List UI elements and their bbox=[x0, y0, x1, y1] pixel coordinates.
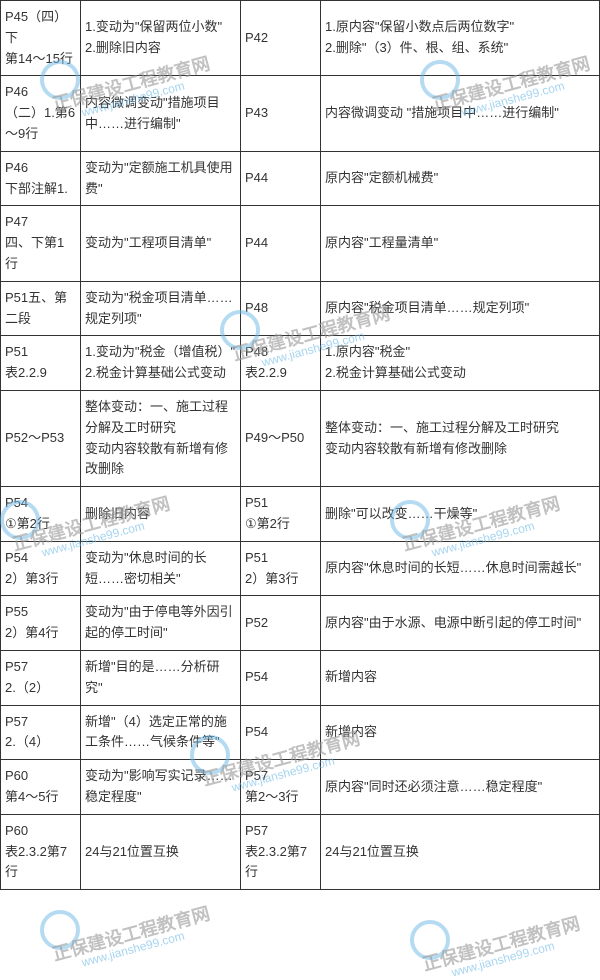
table-cell-col3: P51 ①第2行 bbox=[241, 487, 321, 542]
watermark-url: www.jianshe99.com bbox=[450, 939, 556, 980]
table-cell-col1: P57 2.（2） bbox=[1, 650, 81, 705]
table-row: P45（四）下 第14～15行1.变动为"保留两位小数" 2.删除旧内容P421… bbox=[1, 1, 600, 76]
table-cell-col4: 新增内容 bbox=[321, 650, 600, 705]
table-cell-col2: 变动为"影响写实记录……稳定程度" bbox=[81, 760, 241, 815]
watermark-text: 正保建设工程教育网 bbox=[419, 909, 582, 976]
table-cell-col2: 1.变动为"保留两位小数" 2.删除旧内容 bbox=[81, 1, 241, 76]
table-row: P60 第4～5行变动为"影响写实记录……稳定程度"P57 第2～3行原内容"同… bbox=[1, 760, 600, 815]
table-cell-col3: P54 bbox=[241, 650, 321, 705]
table-cell-col4: 1.原内容"税金" 2.税金计算基础公式变动 bbox=[321, 336, 600, 391]
table-cell-col4: 原内容"休息时间的长短……休息时间需越长" bbox=[321, 541, 600, 596]
table-cell-col2: 变动为"工程项目清单" bbox=[81, 206, 241, 281]
table-cell-col1: P54 ①第2行 bbox=[1, 487, 81, 542]
table-cell-col3: P52 bbox=[241, 596, 321, 651]
table-cell-col3: P57 第2～3行 bbox=[241, 760, 321, 815]
watermark-text: 正保建设工程教育网 bbox=[49, 899, 212, 966]
table-cell-col3: P57 表2.3.2第7行 bbox=[241, 814, 321, 889]
table-cell-col2: 删除旧内容 bbox=[81, 487, 241, 542]
table-cell-col2: 变动为"定额施工机具使用费" bbox=[81, 151, 241, 206]
table-cell-col1: P47 四、下第1行 bbox=[1, 206, 81, 281]
table-row: P51 表2.2.91.变动为"税金（增值税）" 2.税金计算基础公式变动P48… bbox=[1, 336, 600, 391]
table-cell-col4: 内容微调变动 "措施项目中……进行编制" bbox=[321, 76, 600, 151]
table-row: P57 2.（2）新增"目的是……分析研究"P54新增内容 bbox=[1, 650, 600, 705]
table-cell-col3: P48 bbox=[241, 281, 321, 336]
table-row: P46 （二）1.第6～9行内容微调变动"措施项目中……进行编制"P43内容微调… bbox=[1, 76, 600, 151]
table-cell-col2: 整体变动：一、施工过程分解及工时研究 变动内容较散有新增有修改删除 bbox=[81, 390, 241, 486]
table-cell-col3: P48 表2.2.9 bbox=[241, 336, 321, 391]
table-cell-col4: 原内容"定额机械费" bbox=[321, 151, 600, 206]
table-cell-col1: P57 2.（4） bbox=[1, 705, 81, 760]
table-cell-col3: P51 2）第3行 bbox=[241, 541, 321, 596]
table-cell-col1: P51五、第二段 bbox=[1, 281, 81, 336]
table-cell-col2: 新增"（4）选定正常的施工条件……气候条件等" bbox=[81, 705, 241, 760]
watermark-url: www.jianshe99.com bbox=[80, 929, 186, 970]
table-cell-col3: P54 bbox=[241, 705, 321, 760]
watermark-circle bbox=[40, 910, 80, 950]
table-row: P52～P53整体变动：一、施工过程分解及工时研究 变动内容较散有新增有修改删除… bbox=[1, 390, 600, 486]
table-cell-col4: 原内容"工程量清单" bbox=[321, 206, 600, 281]
table-cell-col1: P55 2）第4行 bbox=[1, 596, 81, 651]
comparison-table: P45（四）下 第14～15行1.变动为"保留两位小数" 2.删除旧内容P421… bbox=[0, 0, 600, 890]
table-row: P55 2）第4行变动为"由于停电等外因引起的停工时间"P52原内容"由于水源、… bbox=[1, 596, 600, 651]
table-cell-col4: 1.原内容"保留小数点后两位数字" 2.删除"（3）件、根、组、系统" bbox=[321, 1, 600, 76]
table-cell-col2: 24与21位置互换 bbox=[81, 814, 241, 889]
table-cell-col1: P52～P53 bbox=[1, 390, 81, 486]
table-row: P54 2）第3行变动为"休息时间的长短……密切相关"P51 2）第3行原内容"… bbox=[1, 541, 600, 596]
table-cell-col2: 变动为"税金项目清单……规定列项" bbox=[81, 281, 241, 336]
table-cell-col1: P45（四）下 第14～15行 bbox=[1, 1, 81, 76]
table-row: P51五、第二段变动为"税金项目清单……规定列项"P48原内容"税金项目清单……… bbox=[1, 281, 600, 336]
table-row: P46 下部注解1.变动为"定额施工机具使用费"P44原内容"定额机械费" bbox=[1, 151, 600, 206]
watermark-circle bbox=[410, 920, 450, 960]
table-cell-col4: 整体变动：一、施工过程分解及工时研究 变动内容较散有新增有修改删除 bbox=[321, 390, 600, 486]
table-cell-col4: 24与21位置互换 bbox=[321, 814, 600, 889]
table-cell-col3: P44 bbox=[241, 206, 321, 281]
table-cell-col3: P44 bbox=[241, 151, 321, 206]
table-cell-col4: 原内容"由于水源、电源中断引起的停工时间" bbox=[321, 596, 600, 651]
table-cell-col2: 内容微调变动"措施项目中……进行编制" bbox=[81, 76, 241, 151]
table-cell-col1: P60 表2.3.2第7行 bbox=[1, 814, 81, 889]
table-cell-col3: P43 bbox=[241, 76, 321, 151]
table-cell-col4: 删除"可以改变……干燥等" bbox=[321, 487, 600, 542]
table-cell-col2: 变动为"由于停电等外因引起的停工时间" bbox=[81, 596, 241, 651]
table-cell-col2: 1.变动为"税金（增值税）" 2.税金计算基础公式变动 bbox=[81, 336, 241, 391]
table-row: P47 四、下第1行变动为"工程项目清单"P44原内容"工程量清单" bbox=[1, 206, 600, 281]
table-row: P54 ①第2行删除旧内容P51 ①第2行删除"可以改变……干燥等" bbox=[1, 487, 600, 542]
table-cell-col4: 原内容"税金项目清单……规定列项" bbox=[321, 281, 600, 336]
table-cell-col3: P42 bbox=[241, 1, 321, 76]
table-cell-col1: P46 下部注解1. bbox=[1, 151, 81, 206]
table-cell-col4: 新增内容 bbox=[321, 705, 600, 760]
table-cell-col2: 变动为"休息时间的长短……密切相关" bbox=[81, 541, 241, 596]
table-cell-col1: P51 表2.2.9 bbox=[1, 336, 81, 391]
table-row: P60 表2.3.2第7行24与21位置互换P57 表2.3.2第7行24与21… bbox=[1, 814, 600, 889]
table-cell-col1: P54 2）第3行 bbox=[1, 541, 81, 596]
table-cell-col1: P46 （二）1.第6～9行 bbox=[1, 76, 81, 151]
table-cell-col2: 新增"目的是……分析研究" bbox=[81, 650, 241, 705]
table-cell-col3: P49～P50 bbox=[241, 390, 321, 486]
table-cell-col4: 原内容"同时还必须注意……稳定程度" bbox=[321, 760, 600, 815]
table-cell-col1: P60 第4～5行 bbox=[1, 760, 81, 815]
table-row: P57 2.（4）新增"（4）选定正常的施工条件……气候条件等"P54新增内容 bbox=[1, 705, 600, 760]
